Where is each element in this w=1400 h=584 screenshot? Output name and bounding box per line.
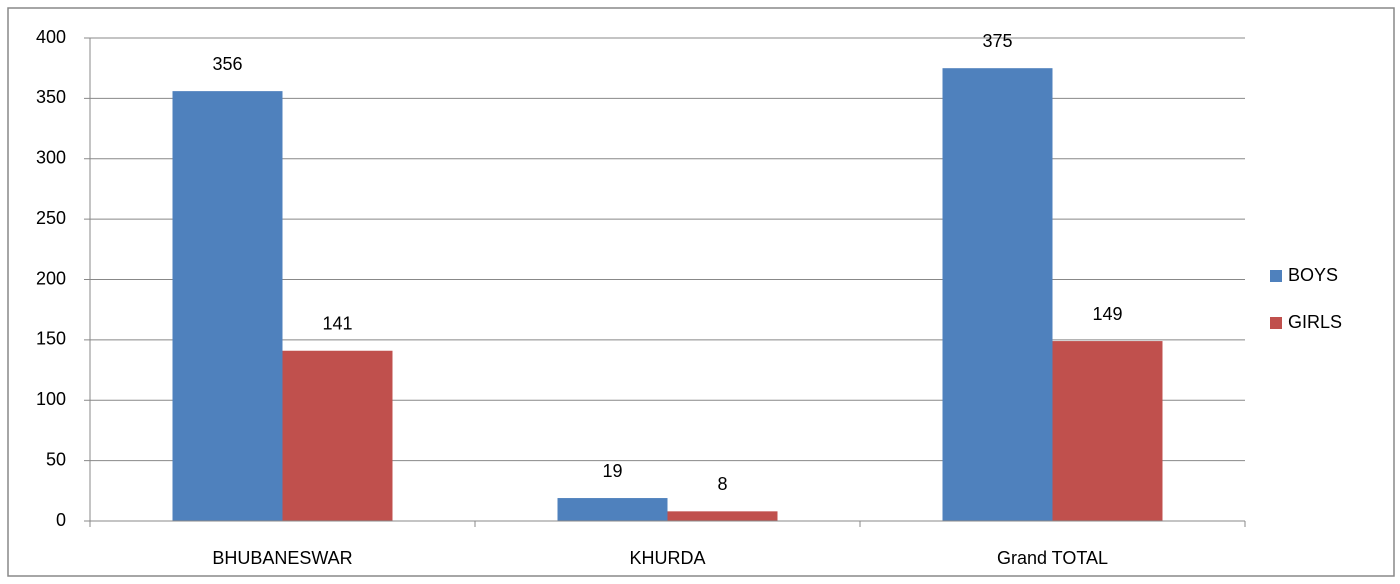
legend-swatch	[1270, 317, 1282, 329]
y-tick-label: 50	[46, 449, 66, 469]
bar	[942, 68, 1053, 521]
legend-label: BOYS	[1288, 265, 1338, 285]
bar	[557, 498, 668, 521]
y-tick-label: 400	[36, 27, 66, 47]
legend-swatch	[1270, 270, 1282, 282]
data-label: 375	[982, 31, 1012, 51]
y-tick-label: 0	[56, 510, 66, 530]
data-label: 8	[717, 474, 727, 494]
bar	[1052, 341, 1163, 521]
y-tick-label: 100	[36, 389, 66, 409]
data-label: 19	[602, 461, 622, 481]
legend-label: GIRLS	[1288, 312, 1342, 332]
y-tick-label: 300	[36, 148, 66, 168]
data-label: 149	[1092, 304, 1122, 324]
y-tick-label: 150	[36, 329, 66, 349]
bar	[667, 511, 778, 521]
x-tick-label: Grand TOTAL	[997, 548, 1108, 568]
bar	[282, 350, 393, 521]
bar	[172, 91, 283, 521]
y-tick-label: 350	[36, 87, 66, 107]
x-tick-label: BHUBANESWAR	[212, 548, 352, 568]
y-tick-label: 200	[36, 268, 66, 288]
x-tick-label: KHURDA	[629, 548, 705, 568]
data-label: 141	[322, 313, 352, 333]
y-tick-label: 250	[36, 208, 66, 228]
data-label: 356	[212, 54, 242, 74]
